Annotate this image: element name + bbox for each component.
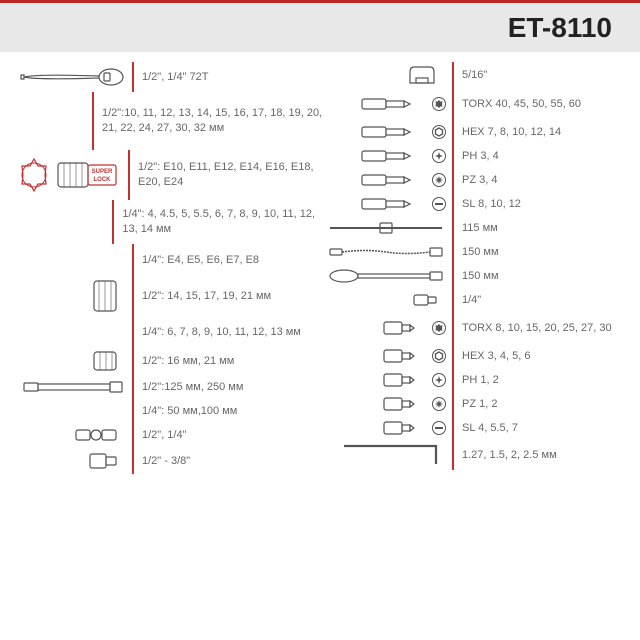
- tbar-icon: [324, 221, 452, 235]
- left-column: 1/2", 1/4" 72T 1/2":10, 11, 12, 13, 14, 1…: [14, 62, 324, 474]
- spec-row: TORX 8, 10, 15, 20, 25, 27, 30: [324, 312, 624, 344]
- spec-text: PH 1, 2: [454, 370, 499, 391]
- spec-content: 1/2", 1/4" 72T 1/2":10, 11, 12, 13, 14, 1…: [0, 52, 640, 484]
- spec-text: 1/4": 6, 7, 8, 9, 10, 11, 12, 13 мм: [134, 322, 301, 343]
- socket-short-icon: [14, 350, 132, 372]
- flexbar-icon: [324, 245, 452, 259]
- hexkey-icon: [324, 442, 452, 468]
- spec-row: 1/4": E4, E5, E6, E7, E8: [14, 244, 324, 276]
- svg-text:SUPER: SUPER: [92, 169, 113, 175]
- spec-row: HEX 3, 4, 5, 6: [324, 344, 624, 368]
- spec-row: 1/4": 6, 7, 8, 9, 10, 11, 12, 13 мм: [14, 316, 324, 348]
- spec-text: PZ 1, 2: [454, 394, 497, 415]
- spec-text: 5/16": [454, 65, 487, 86]
- spec-text: 1/2": E10, E11, E12, E14, E16, E18, E20,…: [130, 157, 324, 193]
- model-number: ET-8110: [508, 12, 612, 44]
- spec-text: 1/4": [454, 290, 481, 311]
- spec-row: SUPER LOCK 1/2": E10, E11, E12, E14, E16, …: [14, 150, 324, 200]
- spec-text: TORX 8, 10, 15, 20, 25, 27, 30: [454, 318, 612, 339]
- spec-row: PH 3, 4: [324, 144, 624, 168]
- superlock-icon: SUPER LOCK: [14, 155, 128, 195]
- bit-icon: [324, 96, 452, 112]
- coupler-icon: [324, 64, 452, 86]
- extension-icon: [14, 378, 132, 396]
- spec-row: PZ 1, 2: [324, 392, 624, 416]
- spec-row: PH 1, 2: [324, 368, 624, 392]
- sbit-icon: [324, 419, 452, 437]
- socket-long-icon: [14, 279, 132, 313]
- bit-icon: [324, 124, 452, 140]
- spec-text: TORX 40, 45, 50, 55, 60: [454, 94, 581, 115]
- spec-row: HEX 7, 8, 10, 12, 14: [324, 120, 624, 144]
- spec-text: 115 мм: [454, 218, 498, 239]
- bit-icon: [324, 172, 452, 188]
- ujoint-icon: [14, 425, 132, 445]
- header-bar: ET-8110: [0, 0, 640, 52]
- spec-text: SL 4, 5.5, 7: [454, 418, 518, 439]
- spec-row: 150 мм: [324, 264, 624, 288]
- spec-text: 1/2", 1/4": [134, 425, 187, 446]
- spec-row: SL 8, 10, 12: [324, 192, 624, 216]
- spec-text: 1/2": 14, 15, 17, 19, 21 мм: [134, 286, 271, 307]
- adapter-sm-icon: [324, 292, 452, 308]
- spec-row: TORX 40, 45, 50, 55, 60: [324, 88, 624, 120]
- bit-icon: [324, 148, 452, 164]
- spec-text: HEX 7, 8, 10, 12, 14: [454, 122, 561, 143]
- spec-text: 1/2": 16 мм, 21 мм: [134, 351, 234, 372]
- spec-row: 1/4": [324, 288, 624, 312]
- spec-text: 1/4": E4, E5, E6, E7, E8: [134, 250, 259, 271]
- spec-text: 150 мм: [454, 266, 499, 287]
- spec-text: 1/2", 1/4" 72T: [134, 67, 209, 88]
- spec-row: 1/2", 1/4" 72T: [14, 62, 324, 92]
- bit-icon: [324, 196, 452, 212]
- spec-row: 1/2": 16 мм, 21 мм: [14, 348, 324, 374]
- ratchet-icon: [14, 66, 132, 88]
- spec-text: 1/4": 50 мм,100 мм: [134, 401, 237, 422]
- spec-text: 1/2" - 3/8": [134, 451, 190, 472]
- spec-row: 1/2":10, 11, 12, 13, 14, 15, 16, 17, 18,…: [14, 92, 324, 150]
- spec-text: SL 8, 10, 12: [454, 194, 521, 215]
- spec-row: SL 4, 5.5, 7: [324, 416, 624, 440]
- driver-icon: [324, 268, 452, 284]
- spec-text: 1.27, 1.5, 2, 2.5 мм: [454, 445, 557, 466]
- spec-row: 150 мм: [324, 240, 624, 264]
- spec-row: 1/2":125 мм, 250 мм: [14, 374, 324, 400]
- sbit-icon: [324, 319, 452, 337]
- spec-text: 1/2":10, 11, 12, 13, 14, 15, 16, 17, 18,…: [94, 103, 324, 139]
- sbit-icon: [324, 371, 452, 389]
- spec-text: HEX 3, 4, 5, 6: [454, 346, 530, 367]
- spec-row: 1/2": 14, 15, 17, 19, 21 мм: [14, 276, 324, 316]
- spec-row: 5/16": [324, 62, 624, 88]
- spec-row: PZ 3, 4: [324, 168, 624, 192]
- spec-row: 1/2", 1/4": [14, 422, 324, 448]
- spec-row: 1/2" - 3/8": [14, 448, 324, 474]
- spec-row: 1/4": 4, 4.5, 5, 5.5, 6, 7, 8, 9, 10, 11…: [14, 200, 324, 244]
- spec-text: 1/4": 4, 4.5, 5, 5.5, 6, 7, 8, 9, 10, 11…: [114, 204, 324, 240]
- sbit-icon: [324, 395, 452, 413]
- spec-row: 115 мм: [324, 216, 624, 240]
- svg-text:LOCK: LOCK: [94, 177, 112, 183]
- spec-row: 1.27, 1.5, 2, 2.5 мм: [324, 440, 624, 470]
- spec-text: PZ 3, 4: [454, 170, 497, 191]
- spec-text: PH 3, 4: [454, 146, 499, 167]
- sbit-icon: [324, 347, 452, 365]
- spec-row: 1/4": 50 мм,100 мм: [14, 400, 324, 422]
- spec-text: 150 мм: [454, 242, 499, 263]
- adapter-icon: [14, 451, 132, 471]
- right-column: 5/16" TORX 40, 45, 50, 55, 60 HEX 7, 8, 10…: [324, 62, 624, 474]
- spec-text: 1/2":125 мм, 250 мм: [134, 377, 243, 398]
